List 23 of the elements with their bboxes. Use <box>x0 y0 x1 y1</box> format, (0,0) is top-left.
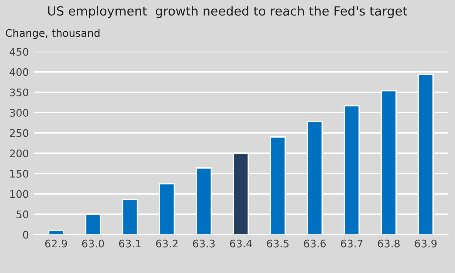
y-tick-label: 450 <box>10 48 29 56</box>
y-tick-label: 200 <box>10 150 29 158</box>
chart-title: US employment growth needed to reach the Fed's target <box>48 6 408 18</box>
y-tick-label: 100 <box>10 190 29 198</box>
y-tick-label: 350 <box>10 88 29 97</box>
x-tick-label: 62.9 <box>45 240 68 248</box>
x-tick-label: 63.3 <box>193 240 215 248</box>
x-tick-label: 63.6 <box>304 240 326 248</box>
x-tick-label: 63.0 <box>82 240 104 248</box>
x-tick-label: 63.1 <box>119 240 141 248</box>
y-tick-label: 150 <box>10 170 29 178</box>
y-tick-label: 50 <box>16 210 29 219</box>
y-tick-label: 250 <box>10 129 29 138</box>
x-tick-label: 63.7 <box>341 240 363 248</box>
x-tick-label: 63.4 <box>230 240 252 248</box>
y-tick-label: 400 <box>10 68 29 76</box>
y-tick-label: 0 <box>23 231 29 239</box>
x-tick-label: 63.9 <box>415 240 437 248</box>
x-tick-label: 63.2 <box>156 240 178 248</box>
y-tick-label: 300 <box>10 109 29 117</box>
x-tick-label: 63.5 <box>267 240 289 248</box>
y-axis-title: Change, thousand <box>6 29 100 40</box>
x-tick-label: 63.8 <box>378 240 400 248</box>
